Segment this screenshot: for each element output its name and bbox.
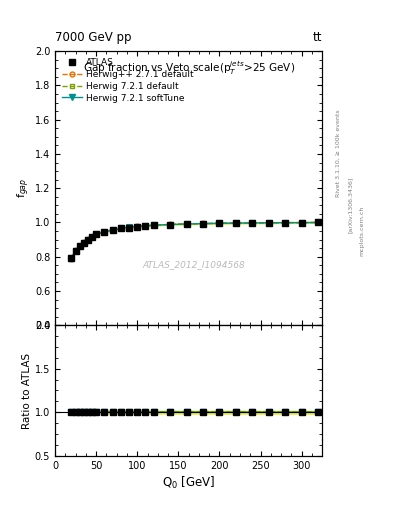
Text: tt: tt [313, 31, 322, 44]
Text: [arXiv:1306.3436]: [arXiv:1306.3436] [348, 177, 353, 233]
Text: 7000 GeV pp: 7000 GeV pp [55, 31, 132, 44]
Text: Gap fraction vs Veto scale(p$_T^{jets}$>25 GeV): Gap fraction vs Veto scale(p$_T^{jets}$>… [83, 59, 295, 77]
Y-axis label: f$_{gap}$: f$_{gap}$ [16, 178, 32, 198]
X-axis label: Q$_0$ [GeV]: Q$_0$ [GeV] [162, 475, 215, 491]
Text: ATLAS_2012_I1094568: ATLAS_2012_I1094568 [143, 261, 245, 269]
Text: mcplots.cern.ch: mcplots.cern.ch [360, 205, 365, 255]
Y-axis label: Ratio to ATLAS: Ratio to ATLAS [22, 352, 32, 429]
Legend: ATLAS, Herwig++ 2.7.1 default, Herwig 7.2.1 default, Herwig 7.2.1 softTune: ATLAS, Herwig++ 2.7.1 default, Herwig 7.… [59, 56, 196, 105]
Text: Rivet 3.1.10, ≥ 100k events: Rivet 3.1.10, ≥ 100k events [336, 110, 341, 198]
